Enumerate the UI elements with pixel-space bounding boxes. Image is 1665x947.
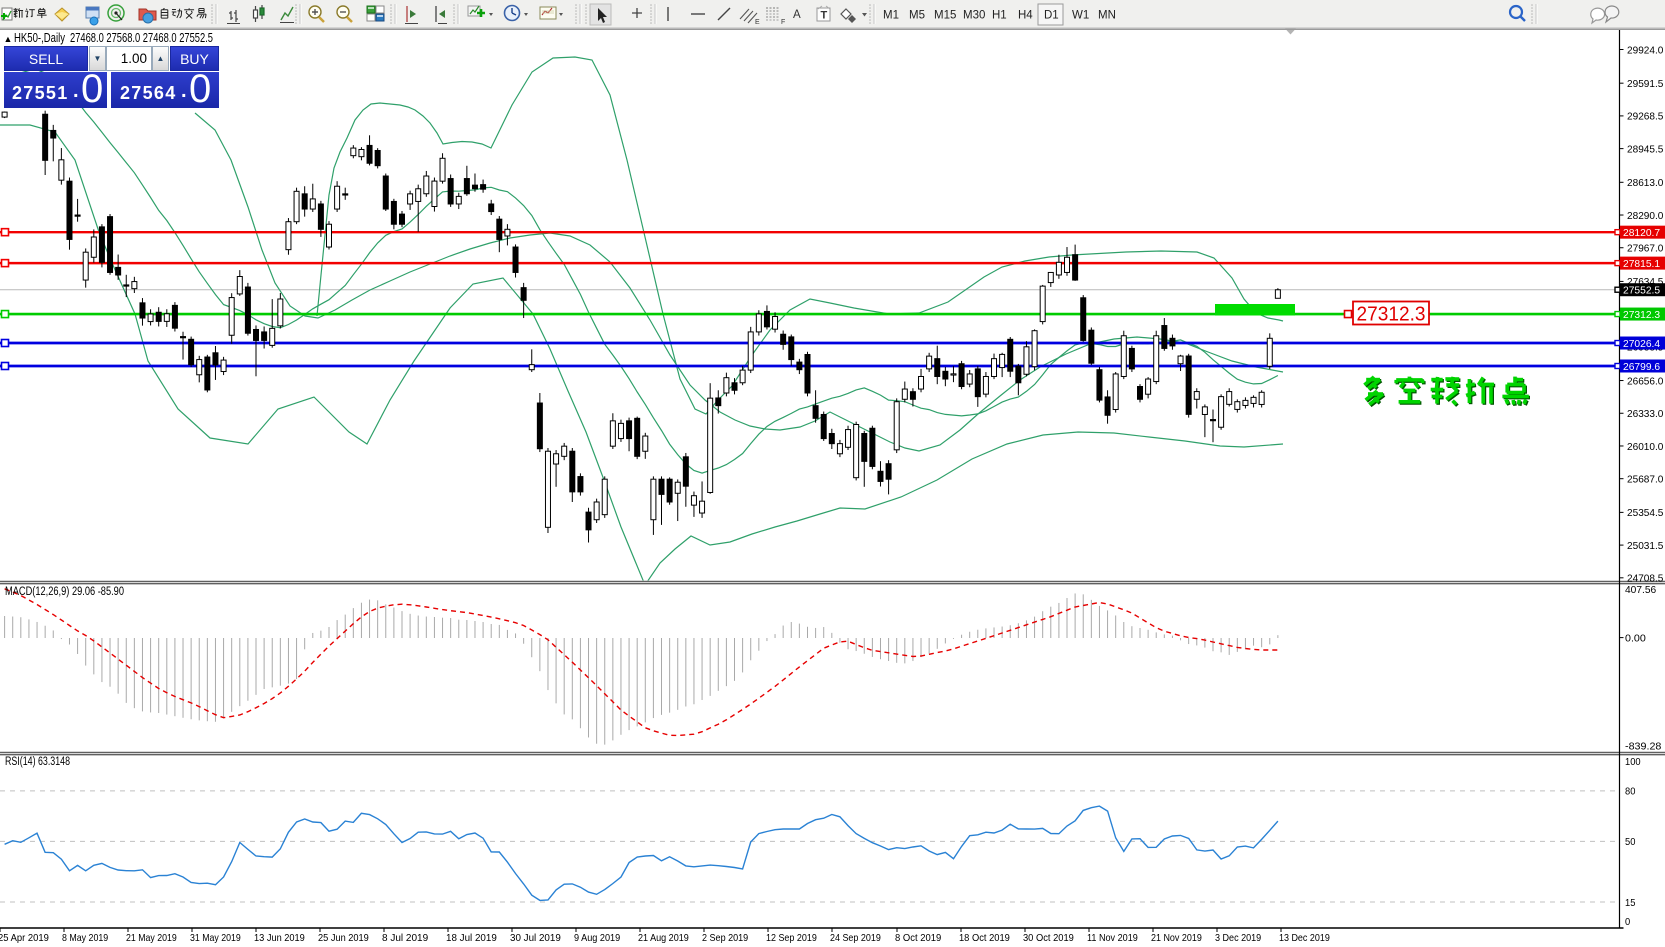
svg-text:15: 15	[1625, 897, 1636, 909]
svg-text:8 Jul 2019: 8 Jul 2019	[382, 933, 428, 944]
svg-text:HK50-,Daily: HK50-,Daily	[14, 31, 66, 45]
svg-text:W1: W1	[1072, 10, 1089, 22]
svg-text:A: A	[793, 9, 801, 21]
svg-text:25031.5: 25031.5	[1627, 540, 1664, 552]
svg-text:25354.5: 25354.5	[1627, 507, 1664, 519]
svg-text:26799.6: 26799.6	[1623, 361, 1660, 373]
svg-text:8 Oct 2019: 8 Oct 2019	[895, 933, 941, 944]
svg-text:24 Sep 2019: 24 Sep 2019	[830, 933, 881, 944]
svg-text:M15: M15	[934, 10, 956, 22]
svg-text:29268.5: 29268.5	[1627, 111, 1664, 123]
svg-text:100: 100	[1625, 756, 1641, 768]
svg-text:8 May 2019: 8 May 2019	[62, 933, 108, 944]
svg-text:13 Dec 2019: 13 Dec 2019	[1279, 933, 1330, 944]
svg-text:3 Dec 2019: 3 Dec 2019	[1215, 933, 1261, 944]
svg-text:H4: H4	[1018, 10, 1033, 22]
svg-text:407.56: 407.56	[1625, 584, 1656, 596]
svg-text:26010.0: 26010.0	[1627, 441, 1664, 453]
svg-text:MN: MN	[1098, 10, 1116, 22]
svg-text:9 Aug 2019: 9 Aug 2019	[574, 933, 620, 944]
svg-text:28945.5: 28945.5	[1627, 143, 1664, 155]
svg-text:M30: M30	[963, 10, 985, 22]
svg-text:80: 80	[1625, 786, 1636, 798]
svg-text:27312.3: 27312.3	[1623, 309, 1660, 321]
svg-text:29924.0: 29924.0	[1627, 44, 1664, 56]
svg-text:2 Sep 2019: 2 Sep 2019	[702, 933, 748, 944]
svg-text:H1: H1	[992, 10, 1007, 22]
svg-text:21 May 2019: 21 May 2019	[126, 933, 177, 944]
svg-text:27026.4: 27026.4	[1623, 338, 1660, 350]
svg-text:▲: ▲	[4, 34, 13, 44]
svg-text:26656.0: 26656.0	[1627, 375, 1664, 387]
svg-text:27967.0: 27967.0	[1627, 243, 1664, 255]
svg-text:-839.28: -839.28	[1625, 741, 1662, 753]
svg-text:RSI(14) 63.3148: RSI(14) 63.3148	[5, 756, 70, 768]
svg-text:28290.0: 28290.0	[1627, 210, 1664, 222]
svg-text:M1: M1	[883, 10, 899, 22]
svg-text:F: F	[781, 19, 785, 26]
svg-text:T: T	[821, 10, 828, 22]
svg-text:27312.3: 27312.3	[1357, 304, 1426, 326]
svg-text:27468.0 27568.0 27468.0 27552.: 27468.0 27568.0 27468.0 27552.5	[70, 31, 213, 45]
svg-text:28613.0: 28613.0	[1627, 177, 1664, 189]
svg-text:29591.5: 29591.5	[1627, 78, 1664, 90]
svg-text:MACD(12,26,9) 29.06 -85.90: MACD(12,26,9) 29.06 -85.90	[5, 586, 124, 598]
svg-text:28120.7: 28120.7	[1623, 227, 1660, 239]
svg-text:18 Jul 2019: 18 Jul 2019	[446, 933, 497, 944]
svg-text:30 Oct 2019: 30 Oct 2019	[1023, 933, 1074, 944]
svg-text:24708.5: 24708.5	[1627, 573, 1664, 585]
svg-text:25 Jun 2019: 25 Jun 2019	[318, 933, 369, 944]
svg-text:18 Oct 2019: 18 Oct 2019	[959, 933, 1010, 944]
svg-text:25 Apr 2019: 25 Apr 2019	[0, 933, 49, 944]
svg-text:E: E	[755, 19, 760, 26]
svg-text:31 May 2019: 31 May 2019	[190, 933, 241, 944]
svg-text:27815.1: 27815.1	[1623, 258, 1660, 270]
svg-text:27552.5: 27552.5	[1623, 285, 1660, 297]
svg-text:11 Nov 2019: 11 Nov 2019	[1087, 933, 1138, 944]
svg-text:26333.0: 26333.0	[1627, 408, 1664, 420]
svg-text:M5: M5	[909, 10, 925, 22]
svg-text:21 Aug 2019: 21 Aug 2019	[638, 933, 689, 944]
svg-text:D1: D1	[1044, 10, 1059, 22]
svg-text:21 Nov 2019: 21 Nov 2019	[1151, 933, 1202, 944]
svg-text:25687.0: 25687.0	[1627, 473, 1664, 485]
svg-text:30 Jul 2019: 30 Jul 2019	[510, 933, 561, 944]
svg-text:0.00: 0.00	[1625, 632, 1646, 644]
svg-text:12 Sep 2019: 12 Sep 2019	[766, 933, 817, 944]
svg-text:13 Jun 2019: 13 Jun 2019	[254, 933, 305, 944]
svg-text:0: 0	[1625, 916, 1630, 928]
svg-text:50: 50	[1625, 836, 1636, 848]
